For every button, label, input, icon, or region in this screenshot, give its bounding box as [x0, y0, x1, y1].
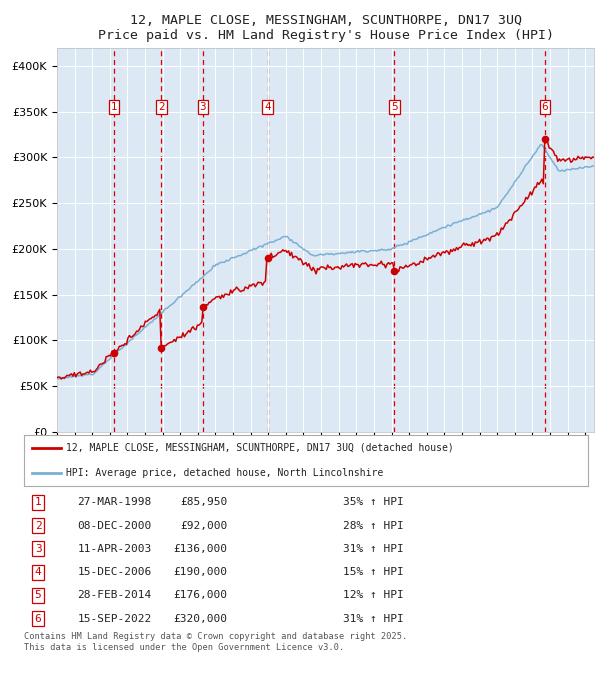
Text: 2: 2 [35, 521, 41, 530]
Text: 1: 1 [35, 497, 41, 507]
Text: 15-SEP-2022: 15-SEP-2022 [77, 613, 152, 624]
Text: 35% ↑ HPI: 35% ↑ HPI [343, 497, 403, 507]
Text: 08-DEC-2000: 08-DEC-2000 [77, 521, 152, 530]
Text: 27-MAR-1998: 27-MAR-1998 [77, 497, 152, 507]
Text: Contains HM Land Registry data © Crown copyright and database right 2025.
This d: Contains HM Land Registry data © Crown c… [24, 632, 407, 652]
Text: £176,000: £176,000 [173, 590, 227, 600]
Text: 4: 4 [264, 102, 271, 112]
Text: 3: 3 [35, 544, 41, 554]
Text: 28% ↑ HPI: 28% ↑ HPI [343, 521, 403, 530]
Text: 12% ↑ HPI: 12% ↑ HPI [343, 590, 403, 600]
Text: 3: 3 [199, 102, 206, 112]
Text: 31% ↑ HPI: 31% ↑ HPI [343, 544, 403, 554]
Text: HPI: Average price, detached house, North Lincolnshire: HPI: Average price, detached house, Nort… [66, 469, 383, 479]
Text: 31% ↑ HPI: 31% ↑ HPI [343, 613, 403, 624]
Text: 5: 5 [391, 102, 398, 112]
Text: £320,000: £320,000 [173, 613, 227, 624]
Text: 11-APR-2003: 11-APR-2003 [77, 544, 152, 554]
Text: £85,950: £85,950 [180, 497, 227, 507]
Text: £136,000: £136,000 [173, 544, 227, 554]
Text: 2: 2 [158, 102, 165, 112]
Text: 15-DEC-2006: 15-DEC-2006 [77, 567, 152, 577]
Text: 5: 5 [35, 590, 41, 600]
Text: £190,000: £190,000 [173, 567, 227, 577]
Text: 6: 6 [542, 102, 548, 112]
Text: 28-FEB-2014: 28-FEB-2014 [77, 590, 152, 600]
Title: 12, MAPLE CLOSE, MESSINGHAM, SCUNTHORPE, DN17 3UQ
Price paid vs. HM Land Registr: 12, MAPLE CLOSE, MESSINGHAM, SCUNTHORPE,… [97, 14, 554, 42]
Text: 12, MAPLE CLOSE, MESSINGHAM, SCUNTHORPE, DN17 3UQ (detached house): 12, MAPLE CLOSE, MESSINGHAM, SCUNTHORPE,… [66, 443, 454, 453]
Text: 1: 1 [110, 102, 117, 112]
Text: 4: 4 [35, 567, 41, 577]
Text: £92,000: £92,000 [180, 521, 227, 530]
Text: 15% ↑ HPI: 15% ↑ HPI [343, 567, 403, 577]
Text: 6: 6 [35, 613, 41, 624]
